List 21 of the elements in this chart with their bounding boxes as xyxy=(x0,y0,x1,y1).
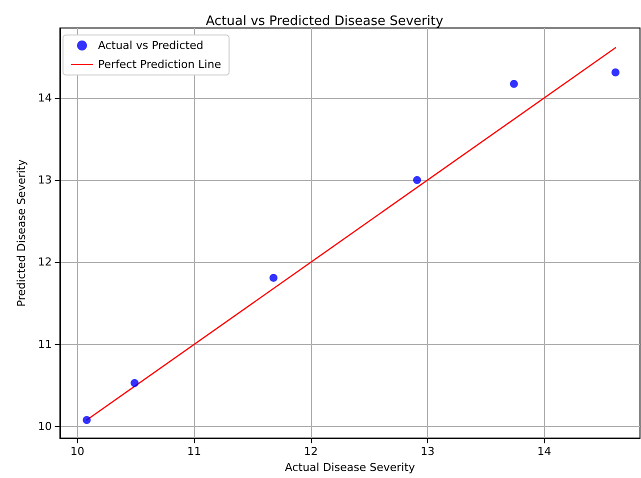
x-tick-label: 12 xyxy=(304,445,318,458)
x-tick-label: 11 xyxy=(187,445,202,458)
point xyxy=(270,274,278,282)
point xyxy=(510,80,518,88)
point xyxy=(413,176,422,184)
x-tick-label: 13 xyxy=(420,445,435,458)
legend-label: Perfect Prediction Line xyxy=(98,58,222,71)
legend-label: Actual vs Predicted xyxy=(98,39,204,52)
y-tick-label: 12 xyxy=(38,256,52,269)
y-axis-title: Predicted Disease Severity xyxy=(15,158,28,307)
point xyxy=(82,416,91,424)
y-tick-label: 13 xyxy=(38,174,52,187)
chart-title: Actual vs Predicted Disease Severity xyxy=(206,14,444,29)
x-tick-label: 14 xyxy=(537,445,552,458)
y-tick-label: 10 xyxy=(38,420,52,434)
point xyxy=(611,68,620,76)
x-axis-title: Actual Disease Severity xyxy=(284,461,416,474)
point xyxy=(130,379,139,388)
x-tick-label: 10 xyxy=(70,445,84,458)
y-tick-label: 11 xyxy=(38,338,52,351)
y-tick-label: 14 xyxy=(38,91,52,104)
